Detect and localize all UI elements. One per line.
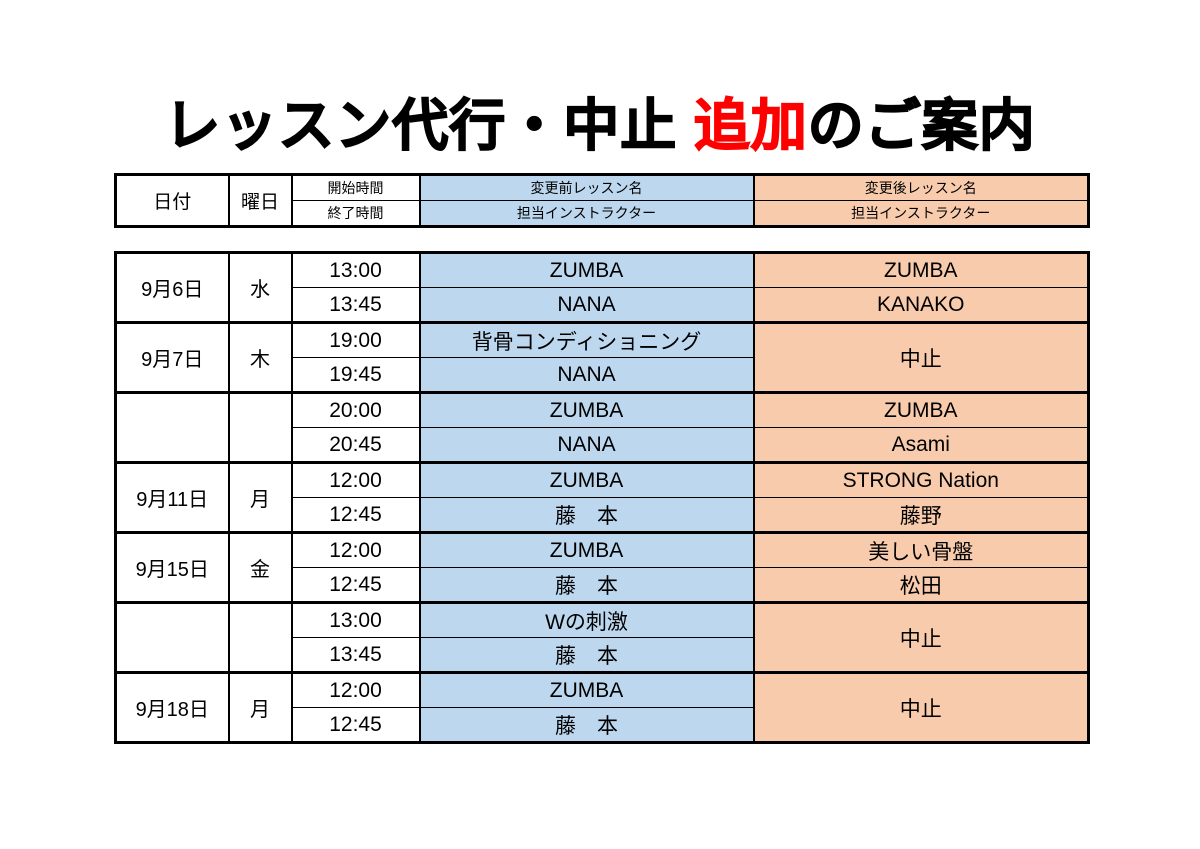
before-lesson-cell: ZUMBA	[418, 251, 755, 288]
start-time-cell: 12:00	[290, 671, 421, 708]
header-start-time-cell: 開始時間	[290, 173, 421, 201]
end-time-cell: 13:45	[290, 287, 421, 324]
cancelled-cell: 中止	[752, 671, 1090, 744]
date-cell: 9月18日	[114, 671, 230, 744]
table-row: 20:45 NANA Asami	[116, 427, 1090, 464]
table-row: 13:00 Wの刺激 中止	[114, 601, 1090, 674]
end-time-cell: 13:45	[290, 637, 421, 674]
header-day-cell: 曜日	[227, 173, 293, 228]
header-date-cell: 日付	[114, 173, 230, 228]
table-row: 9月6日 水 13:00 ZUMBA ZUMBA	[114, 251, 1090, 324]
day-cell: 水	[227, 251, 293, 324]
table-row: 13:45 藤 本	[116, 637, 1089, 674]
start-time-cell: 12:00	[290, 461, 421, 498]
before-lesson-cell: Wの刺激	[418, 601, 755, 638]
day-cell: 月	[227, 461, 293, 534]
after-instructor-cell: Asami	[752, 427, 1090, 464]
header-after-lesson-cell: 変更後レッスン名	[752, 173, 1090, 201]
table-row: 9月11日 月 12:00 ZUMBA STRONG Nation	[114, 461, 1090, 534]
before-lesson-cell: ZUMBA	[418, 461, 755, 498]
after-instructor-cell: KANAKO	[752, 287, 1090, 324]
day-cell: 月	[227, 671, 293, 744]
before-instructor-cell: 藤 本	[418, 707, 755, 744]
before-instructor-cell: 藤 本	[418, 567, 755, 604]
date-cell: 9月6日	[114, 251, 230, 324]
date-cell: 9月7日	[114, 321, 230, 394]
after-lesson-cell: ZUMBA	[752, 251, 1090, 288]
after-instructor-cell: 藤野	[752, 497, 1090, 534]
header-row-2: 終了時間 担当インストラクター 担当インストラクター	[116, 200, 1090, 228]
before-instructor-cell: 藤 本	[418, 497, 755, 534]
date-cell: 9月15日	[114, 531, 230, 604]
before-instructor-cell: NANA	[418, 357, 755, 394]
start-time-cell: 20:00	[290, 391, 421, 428]
after-lesson-cell: ZUMBA	[752, 391, 1090, 428]
title-prefix: レッスン代行・中止	[163, 93, 694, 158]
header-table: 日付 曜日 開始時間 変更前レッスン名 変更後レッスン名 終了時間 担当インスト…	[114, 173, 1090, 228]
day-cell	[227, 601, 293, 674]
day-cell: 木	[227, 321, 293, 394]
header-end-time-cell: 終了時間	[290, 200, 421, 228]
before-lesson-cell: ZUMBA	[418, 671, 755, 708]
end-time-cell: 20:45	[290, 427, 421, 464]
table-row: 12:45 藤 本 松田	[116, 567, 1090, 604]
table-row: 13:45 NANA KANAKO	[116, 287, 1090, 324]
before-lesson-cell: ZUMBA	[418, 391, 755, 428]
table-row: 9月15日 金 12:00 ZUMBA 美しい骨盤	[114, 531, 1090, 604]
table-row: 12:45 藤 本	[116, 707, 1089, 744]
header-before-lesson-cell: 変更前レッスン名	[418, 173, 755, 201]
start-time-cell: 19:00	[290, 321, 421, 358]
table-row: 12:45 藤 本 藤野	[116, 497, 1090, 534]
date-cell: 9月11日	[114, 461, 230, 534]
before-instructor-cell: NANA	[418, 287, 755, 324]
after-lesson-cell: STRONG Nation	[752, 461, 1090, 498]
start-time-cell: 13:00	[290, 251, 421, 288]
cancelled-cell: 中止	[752, 601, 1090, 674]
table-row: 19:45 NANA	[116, 357, 1089, 394]
date-cell	[114, 391, 230, 464]
day-cell	[227, 391, 293, 464]
header-row-1: 日付 曜日 開始時間 変更前レッスン名 変更後レッスン名	[114, 173, 1090, 228]
page-title: レッスン代行・中止 追加のご案内	[0, 93, 1200, 158]
start-time-cell: 13:00	[290, 601, 421, 638]
header-after-instructor-cell: 担当インストラクター	[752, 200, 1090, 228]
table-row: 9月18日 月 12:00 ZUMBA 中止	[114, 671, 1090, 744]
before-lesson-cell: ZUMBA	[418, 531, 755, 568]
schedule-table: 9月6日 水 13:00 ZUMBA ZUMBA 13:45 NANA KANA…	[114, 251, 1090, 744]
end-time-cell: 12:45	[290, 497, 421, 534]
title-suffix: のご案内	[807, 93, 1036, 158]
after-lesson-cell: 美しい骨盤	[752, 531, 1090, 568]
start-time-cell: 12:00	[290, 531, 421, 568]
before-instructor-cell: NANA	[418, 427, 755, 464]
cancelled-cell: 中止	[752, 321, 1090, 394]
date-cell	[114, 601, 230, 674]
day-cell: 金	[227, 531, 293, 604]
after-instructor-cell: 松田	[752, 567, 1090, 604]
end-time-cell: 12:45	[290, 707, 421, 744]
end-time-cell: 19:45	[290, 357, 421, 394]
table-row: 9月7日 木 19:00 背骨コンディショニング 中止	[114, 321, 1090, 394]
table-row: 20:00 ZUMBA ZUMBA	[114, 391, 1090, 464]
title-highlight: 追加	[693, 93, 808, 158]
end-time-cell: 12:45	[290, 567, 421, 604]
before-lesson-cell: 背骨コンディショニング	[418, 321, 755, 358]
before-instructor-cell: 藤 本	[418, 637, 755, 674]
header-before-instructor-cell: 担当インストラクター	[418, 200, 755, 228]
